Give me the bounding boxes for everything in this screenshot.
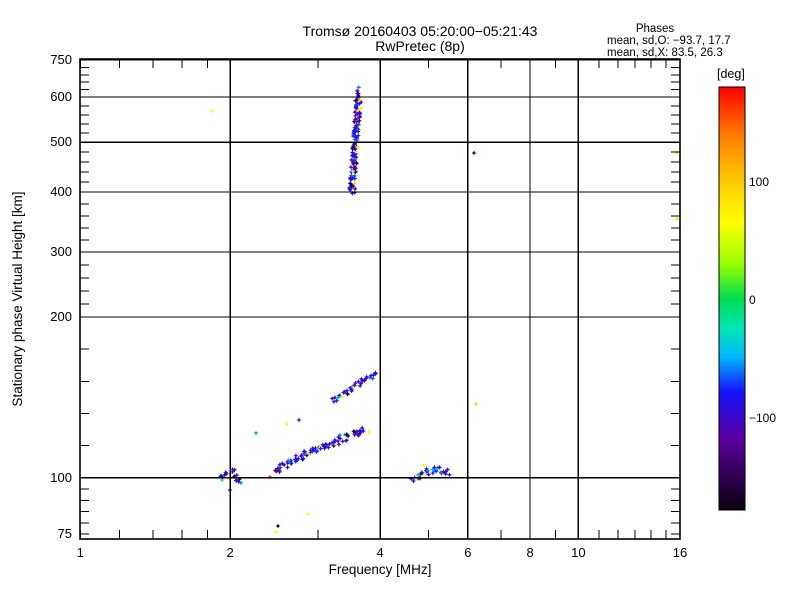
svg-text:500: 500: [50, 134, 72, 149]
svg-text:Frequency [MHz]: Frequency [MHz]: [329, 562, 432, 577]
svg-text:mean, sd,X: 83.5, 26.3: mean, sd,X: 83.5, 26.3: [607, 47, 723, 59]
svg-text:75: 75: [58, 526, 72, 541]
svg-text:mean, sd,O: −93.7, 17.7: mean, sd,O: −93.7, 17.7: [607, 35, 731, 47]
svg-text:200: 200: [50, 309, 72, 324]
svg-text:2: 2: [227, 545, 234, 560]
svg-text:100: 100: [50, 470, 72, 485]
svg-text:1: 1: [77, 545, 84, 560]
svg-text:100: 100: [749, 175, 769, 189]
svg-text:[deg]: [deg]: [717, 67, 745, 81]
svg-text:400: 400: [50, 184, 72, 199]
svg-text:16: 16: [673, 545, 687, 560]
svg-text:300: 300: [50, 244, 72, 259]
svg-text:6: 6: [464, 545, 471, 560]
svg-text:RwPretec (8p): RwPretec (8p): [375, 38, 464, 54]
svg-text:750: 750: [50, 52, 72, 67]
svg-text:Phases: Phases: [636, 23, 675, 35]
svg-text:4: 4: [376, 545, 383, 560]
svg-text:10: 10: [571, 545, 585, 560]
svg-text:8: 8: [526, 545, 533, 560]
svg-text:−100: −100: [749, 411, 776, 425]
svg-text:Tromsø 20160403 05:20:00−05:21: Tromsø 20160403 05:20:00−05:21:43: [303, 23, 538, 39]
svg-text:600: 600: [50, 89, 72, 104]
svg-text:Stationary phase Virtual Heigh: Stationary phase Virtual Height [km]: [10, 191, 25, 406]
svg-text:0: 0: [749, 293, 756, 307]
